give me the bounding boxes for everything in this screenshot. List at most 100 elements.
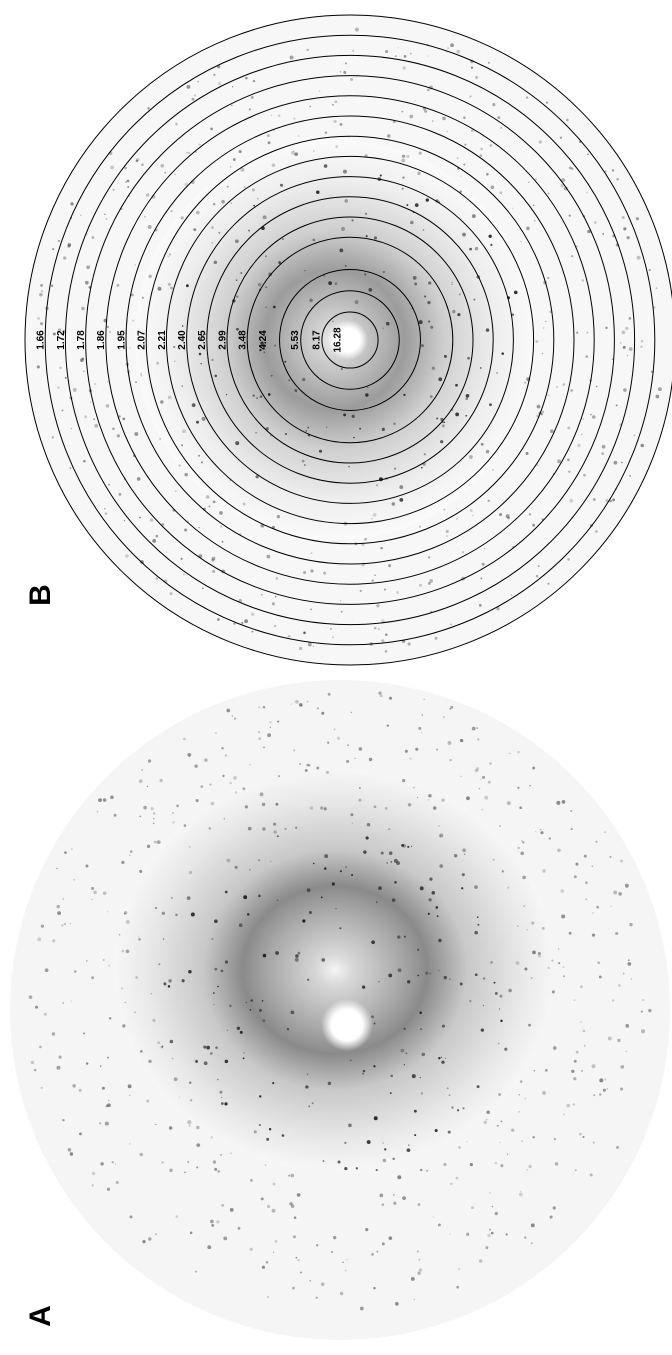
spot xyxy=(369,758,372,761)
spot xyxy=(140,1050,143,1053)
spot xyxy=(107,1103,111,1107)
spot xyxy=(360,590,362,592)
spot xyxy=(105,512,108,515)
spot xyxy=(428,582,431,585)
spot xyxy=(524,1236,526,1238)
spot xyxy=(405,750,408,753)
spot xyxy=(58,1056,61,1059)
spot xyxy=(525,1098,527,1100)
spot xyxy=(529,785,531,787)
spot xyxy=(477,916,479,918)
spot xyxy=(219,511,223,515)
spot xyxy=(71,848,73,850)
spot xyxy=(324,807,327,810)
spot xyxy=(233,158,236,161)
spot xyxy=(134,1012,136,1014)
spot xyxy=(156,362,159,365)
spot xyxy=(620,342,621,343)
panel-label: A xyxy=(24,1305,57,1327)
spot xyxy=(324,854,328,858)
spot xyxy=(404,55,407,58)
spot xyxy=(450,624,452,626)
spot xyxy=(239,923,243,927)
spot xyxy=(483,1005,484,1006)
spot xyxy=(99,1122,101,1124)
spot xyxy=(389,1236,393,1240)
spot xyxy=(343,170,347,174)
spot xyxy=(488,500,490,502)
spot xyxy=(169,1126,172,1129)
spot xyxy=(121,861,124,864)
spot xyxy=(431,891,435,895)
spot xyxy=(419,320,423,324)
spot xyxy=(267,1205,270,1208)
spot xyxy=(480,577,482,579)
spot xyxy=(321,896,323,898)
spot xyxy=(266,555,270,559)
spot xyxy=(304,632,306,634)
spot xyxy=(187,896,191,900)
spot xyxy=(574,999,575,1000)
spot xyxy=(143,806,147,810)
spot xyxy=(402,188,404,190)
spot xyxy=(595,530,598,533)
spot xyxy=(316,1297,318,1299)
spot xyxy=(462,873,465,876)
spot xyxy=(625,884,629,888)
panel-label: B xyxy=(24,584,57,606)
spot xyxy=(230,1208,234,1212)
spot xyxy=(277,899,279,901)
panel-b: B 1.661.721.781.861.952.072.212.402.652.… xyxy=(24,15,672,665)
spot xyxy=(44,1013,47,1016)
spot xyxy=(326,427,327,428)
spot xyxy=(456,1286,459,1289)
spot xyxy=(447,47,449,49)
spot xyxy=(382,428,385,431)
spot xyxy=(556,801,560,805)
spot xyxy=(245,77,247,79)
spot xyxy=(580,1021,581,1022)
spot xyxy=(501,1120,503,1122)
spot xyxy=(448,1131,451,1134)
spot xyxy=(501,352,504,355)
spot xyxy=(517,925,518,926)
spot xyxy=(68,1148,72,1152)
spot xyxy=(127,180,130,183)
spot xyxy=(212,557,216,561)
spot xyxy=(175,123,178,126)
spot xyxy=(159,779,162,782)
spot xyxy=(225,960,228,963)
spot xyxy=(447,131,448,132)
panel-a: A xyxy=(10,680,670,1340)
spot xyxy=(261,594,262,595)
spot xyxy=(310,806,314,810)
spot xyxy=(383,271,385,273)
spot xyxy=(461,887,463,889)
spot xyxy=(344,1167,347,1170)
spot xyxy=(362,1073,364,1075)
spot xyxy=(240,168,244,172)
spot xyxy=(299,763,301,765)
spot xyxy=(497,1125,499,1127)
spot xyxy=(274,345,276,347)
spot xyxy=(538,952,541,955)
spot xyxy=(474,931,478,935)
spot xyxy=(291,151,295,155)
spot xyxy=(567,459,570,462)
spot xyxy=(332,882,335,885)
spot xyxy=(489,235,492,238)
spot xyxy=(62,1119,64,1121)
spot xyxy=(129,347,130,348)
spot xyxy=(350,78,353,81)
spot xyxy=(147,107,149,109)
spot xyxy=(328,281,332,285)
spot xyxy=(488,781,491,784)
spot xyxy=(334,120,337,123)
spot xyxy=(293,1235,296,1238)
spot xyxy=(195,1271,197,1273)
spot xyxy=(470,509,473,512)
spot xyxy=(602,445,606,449)
spot xyxy=(288,379,290,381)
spot xyxy=(235,866,238,869)
spot xyxy=(612,999,614,1001)
